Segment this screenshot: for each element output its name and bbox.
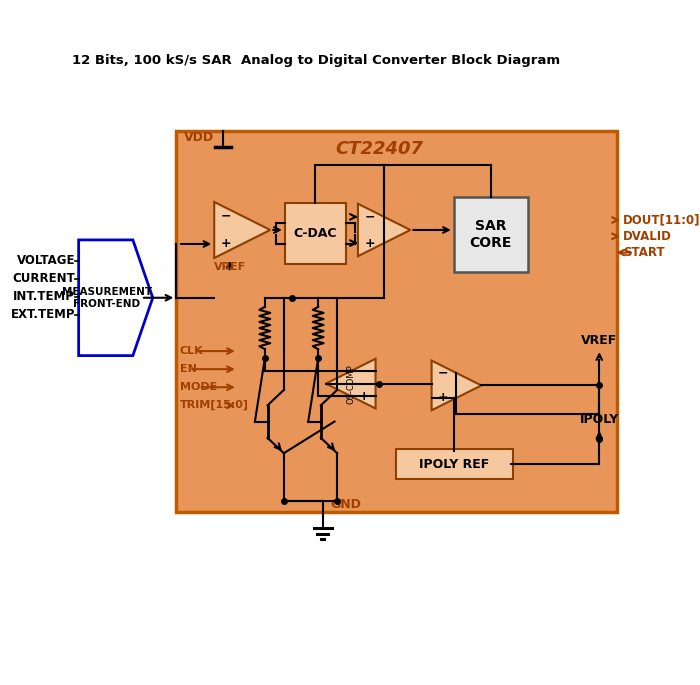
Text: EN: EN [180,364,197,374]
Text: IPOLY: IPOLY [580,413,619,426]
Text: MEASUREMENT
FRONT-END: MEASUREMENT FRONT-END [62,287,152,308]
Text: C-DAC: C-DAC [294,227,337,240]
Text: CT22407: CT22407 [335,140,424,158]
Polygon shape [326,359,376,408]
Text: OS-COMP: OS-COMP [346,364,355,403]
Text: IPOLY REF: IPOLY REF [419,458,489,471]
Text: −: − [364,210,374,223]
Text: TRIM[15:0]: TRIM[15:0] [180,400,249,410]
Text: +: + [358,390,369,403]
FancyBboxPatch shape [176,131,617,512]
Text: VDD: VDD [183,132,214,145]
Text: +: + [220,238,231,251]
Text: −: − [358,364,369,377]
FancyBboxPatch shape [396,449,512,479]
Text: +: + [364,236,375,249]
Text: DOUT[11:0]: DOUT[11:0] [623,214,700,227]
Polygon shape [285,203,346,264]
Polygon shape [358,203,410,256]
Polygon shape [78,240,153,356]
Text: 12 Bits, 100 kS/s SAR  Analog to Digital Converter Block Diagram: 12 Bits, 100 kS/s SAR Analog to Digital … [72,53,561,66]
Polygon shape [214,202,270,258]
Text: −: − [438,366,449,379]
Text: CLK: CLK [180,346,204,356]
Polygon shape [432,360,482,410]
Text: INT.TEMP: INT.TEMP [13,290,75,303]
Text: SAR
CORE: SAR CORE [470,219,512,249]
Text: DVALID: DVALID [623,229,672,242]
Text: VREF: VREF [214,262,246,273]
Text: +: + [438,391,449,404]
Text: VOLTAGE: VOLTAGE [17,254,75,267]
Text: START: START [623,246,664,259]
Text: −: − [220,210,231,223]
Text: CURRENT: CURRENT [13,272,75,285]
Text: GND: GND [330,498,360,511]
Text: MODE: MODE [180,382,217,393]
Text: VREF: VREF [581,334,617,347]
Text: EXT.TEMP: EXT.TEMP [10,308,75,321]
FancyBboxPatch shape [454,197,528,271]
